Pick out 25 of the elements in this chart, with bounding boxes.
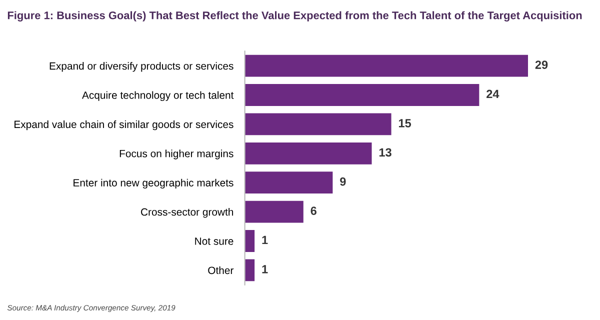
data-label: 1: [262, 236, 268, 244]
bar: [244, 54, 528, 77]
bar: [244, 84, 480, 106]
bar: [244, 259, 255, 282]
y-tick-label: Other: [208, 266, 234, 274]
bar: [244, 172, 333, 194]
bar: [244, 142, 372, 164]
y-tick-label: Acquire technology or tech talent: [82, 91, 234, 101]
data-label: 1: [262, 265, 268, 274]
data-label: 24: [486, 90, 500, 98]
data-label: 6: [310, 206, 316, 215]
data-label: 15: [398, 119, 412, 128]
data-label: 29: [535, 60, 548, 69]
data-label: 9: [340, 177, 346, 186]
y-tick-label: Enter into new geographic markets: [74, 178, 234, 189]
y-tick-label: Not sure: [195, 238, 234, 245]
data-label: 13: [379, 148, 392, 157]
y-tick-label: Expand or diversify products or services: [50, 62, 234, 72]
y-tick-label: Cross-sector growth: [141, 208, 234, 218]
y-tick-label: Expand value chain of similar goods or services: [14, 120, 234, 130]
bar: [244, 230, 255, 252]
bar: [244, 113, 392, 136]
bar: [244, 200, 304, 223]
y-tick-label: Focus on higher margins: [120, 150, 234, 160]
chart-title: Figure 1: Business Goal(s) That Best Reflect the Value Expected from the Tech Talent of the Target Acquisition: [8, 11, 582, 22]
